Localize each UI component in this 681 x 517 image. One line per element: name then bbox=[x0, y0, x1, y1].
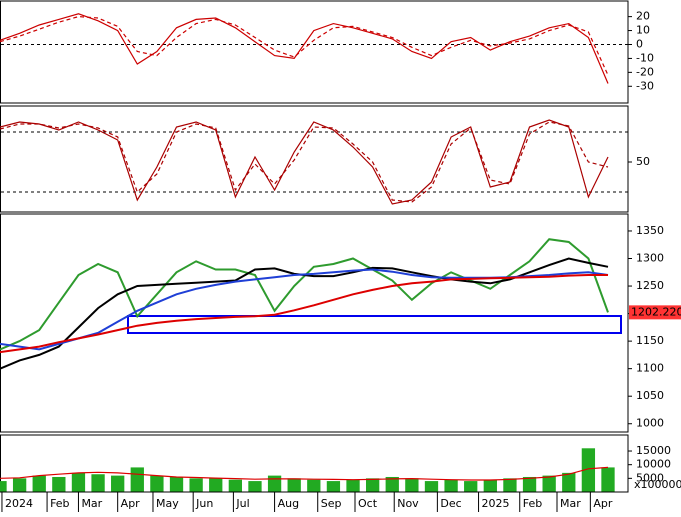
volume-bar bbox=[52, 476, 66, 492]
panel-frame bbox=[0, 0, 629, 104]
volume-bar bbox=[12, 478, 27, 492]
volume-bar bbox=[483, 479, 497, 492]
volume-bar bbox=[405, 478, 419, 492]
y-tick-label: 10000 bbox=[636, 458, 671, 471]
volume-bar bbox=[287, 478, 301, 492]
x-tick-label: May bbox=[156, 497, 179, 510]
volume-bar bbox=[385, 476, 399, 492]
volume-bar bbox=[169, 476, 184, 492]
volume-bar bbox=[91, 474, 105, 492]
support-zone bbox=[127, 315, 622, 334]
volume-bar bbox=[601, 467, 615, 492]
series-line bbox=[0, 13, 609, 84]
x-tick-label: 2025 bbox=[482, 497, 510, 510]
x-tick-label: Apr bbox=[121, 497, 141, 510]
x-tick-label: Apr bbox=[593, 497, 613, 510]
volume-bar bbox=[150, 475, 164, 492]
series-line bbox=[0, 121, 609, 203]
y-tick-label: 5000 bbox=[636, 471, 664, 484]
volume-bar bbox=[32, 475, 46, 492]
volume-bar bbox=[0, 481, 7, 492]
y-tick-label: 10 bbox=[636, 24, 650, 37]
x-tick-label: Dec bbox=[440, 497, 461, 510]
panel-frame bbox=[0, 105, 629, 213]
volume-bar bbox=[130, 467, 144, 492]
series-line bbox=[0, 466, 609, 481]
x-tick-label: Mar bbox=[81, 497, 102, 510]
x-tick-label: Jun bbox=[195, 497, 213, 510]
volume-bar bbox=[267, 475, 282, 492]
y-tick-label: 1250 bbox=[636, 279, 664, 292]
volume-bar bbox=[346, 479, 360, 492]
x-tick-label: Sep bbox=[321, 497, 342, 510]
last-price-label: 1202.220 bbox=[631, 305, 681, 318]
volume-bar bbox=[326, 481, 341, 492]
volume-bar bbox=[503, 478, 517, 492]
volume-bar bbox=[189, 478, 203, 492]
y-tick-label: 1050 bbox=[636, 389, 664, 402]
unit-label: x100000 bbox=[634, 478, 681, 491]
volume-bar bbox=[307, 479, 321, 492]
volume-bar bbox=[581, 448, 596, 492]
y-tick-label: 1000 bbox=[636, 417, 664, 430]
y-tick-label: 50 bbox=[636, 155, 650, 168]
volume-bar bbox=[464, 481, 478, 492]
x-tick-label: 2024 bbox=[5, 497, 33, 510]
last-price-box bbox=[629, 305, 681, 320]
volume-bar bbox=[562, 472, 576, 492]
x-tick-label: Jul bbox=[235, 497, 249, 510]
volume-bar bbox=[542, 475, 556, 492]
x-tick-label: Oct bbox=[358, 497, 378, 510]
volume-bar bbox=[111, 475, 125, 492]
x-tick-label: Mar bbox=[560, 497, 581, 510]
y-tick-label: 1300 bbox=[636, 252, 664, 265]
y-tick-label: 20 bbox=[636, 10, 650, 23]
series-line bbox=[0, 15, 609, 76]
y-tick-label: 1350 bbox=[636, 224, 664, 237]
y-tick-label: 1150 bbox=[636, 334, 664, 347]
volume-bar bbox=[424, 481, 439, 492]
y-tick-label: 15000 bbox=[636, 444, 671, 457]
series-line bbox=[0, 274, 608, 354]
volume-bar bbox=[365, 478, 380, 492]
x-tick-label: Nov bbox=[397, 497, 419, 510]
panel-frame bbox=[0, 213, 629, 433]
volume-bar bbox=[209, 478, 223, 492]
volume-bar bbox=[444, 479, 458, 492]
y-tick-label: 1100 bbox=[636, 362, 664, 375]
x-tick-label: Aug bbox=[278, 497, 299, 510]
y-tick-label: -20 bbox=[636, 65, 654, 78]
y-tick-label: -10 bbox=[636, 51, 654, 64]
volume-bar bbox=[71, 472, 86, 492]
y-tick-label: 0 bbox=[636, 37, 643, 50]
x-tick-label: Feb bbox=[523, 497, 542, 510]
x-tick-label: Feb bbox=[50, 497, 69, 510]
volume-bar bbox=[248, 481, 262, 492]
y-tick-label: -30 bbox=[636, 79, 654, 92]
volume-bar bbox=[228, 479, 243, 492]
volume-bar bbox=[522, 476, 537, 492]
